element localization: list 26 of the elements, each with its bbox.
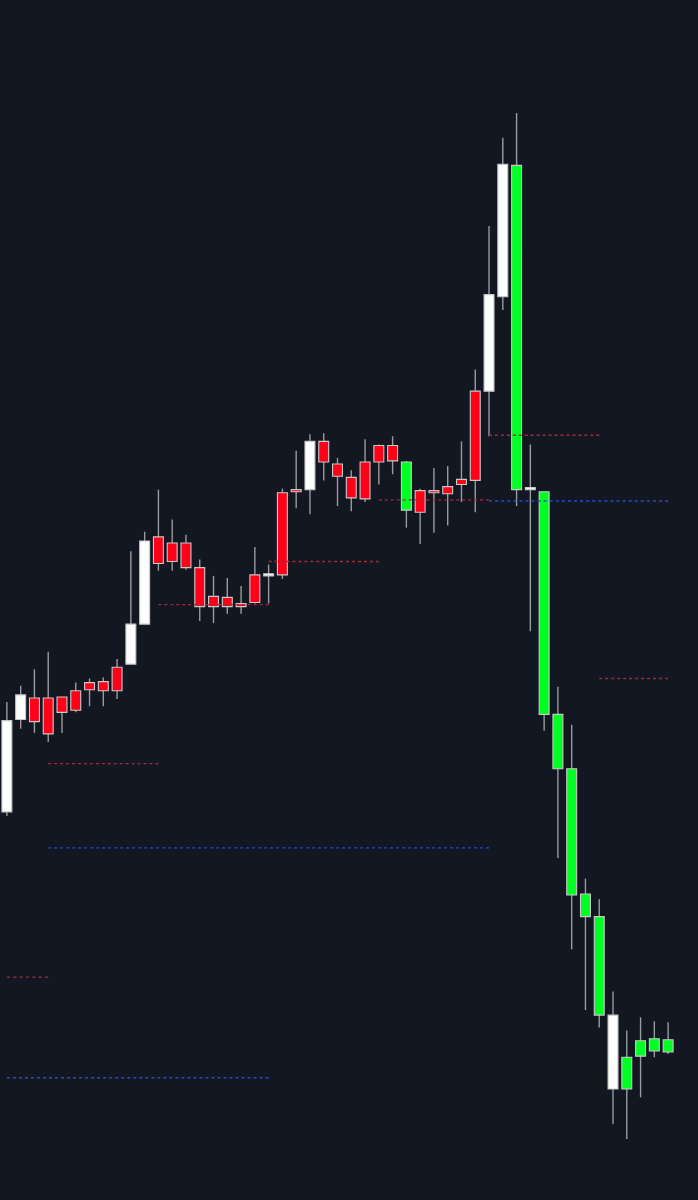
candlestick: [56, 696, 68, 734]
candlestick: [111, 658, 123, 700]
candlestick: [414, 487, 426, 545]
candlestick: [373, 443, 385, 486]
candlestick: [524, 443, 536, 632]
candlestick: [28, 668, 40, 734]
candlestick: [84, 677, 96, 707]
candlestick: [387, 435, 399, 475]
candlestick: [345, 469, 357, 512]
candlestick: [70, 681, 82, 714]
candlestick: [648, 1020, 660, 1058]
candlestick: [166, 518, 178, 572]
candlestick: [318, 432, 330, 482]
candlestick: [662, 1021, 674, 1055]
candlestick: [97, 676, 109, 707]
candlestick: [235, 585, 247, 615]
candlestick: [455, 440, 467, 503]
candlestick: [442, 465, 454, 527]
candlestick: [221, 577, 233, 615]
candlestick: [263, 563, 275, 605]
candlestick: [579, 877, 591, 1011]
candlestick: [635, 1016, 647, 1098]
candlestick: [208, 575, 220, 624]
candlestick: [331, 457, 344, 507]
candlestick: [428, 467, 440, 534]
candlestick: [290, 449, 302, 509]
